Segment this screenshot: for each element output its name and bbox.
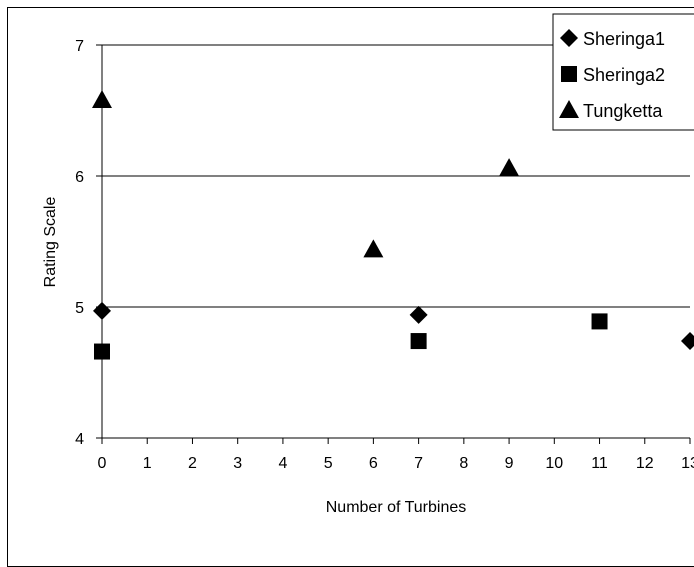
x-tick-label: 6 (369, 455, 378, 472)
legend-label: Sheringa2 (583, 65, 665, 85)
series-Sheringa2 (94, 313, 608, 360)
data-point-square (591, 313, 608, 330)
x-tick-label: 9 (505, 455, 514, 472)
data-point-square (94, 343, 110, 360)
y-tick-labels: 4 5 6 7 (75, 38, 84, 448)
x-tick-label: 3 (233, 455, 242, 472)
x-tick-label: 12 (636, 455, 654, 472)
series-Sheringa1 (93, 301, 694, 351)
data-points (92, 90, 694, 360)
x-tick-label: 0 (98, 455, 107, 472)
data-point-square (410, 333, 427, 350)
data-point-triangle (92, 90, 112, 109)
y-tick-label: 7 (75, 38, 84, 55)
x-tick-label: 13 (681, 455, 694, 472)
y-tick-label: 4 (75, 431, 84, 448)
x-tick-label: 2 (188, 455, 197, 472)
legend-marker-diamond (560, 29, 578, 47)
x-axis-title: Number of Turbines (326, 499, 467, 516)
x-tick-label: 8 (459, 455, 468, 472)
legend-label: Sheringa1 (583, 29, 665, 49)
legend-label: Tungketta (583, 101, 663, 121)
legend-marker-square (561, 66, 577, 82)
x-tick-labels: 012345678910111213 (98, 455, 694, 472)
x-tick-label: 7 (414, 455, 423, 472)
data-point-diamond (93, 301, 111, 320)
y-tick-label: 6 (75, 169, 84, 186)
x-tick-label: 11 (591, 455, 608, 472)
y-axis-title: Rating Scale (42, 197, 59, 288)
data-point-triangle (499, 158, 520, 177)
data-point-triangle (363, 239, 384, 258)
y-tick-label: 5 (75, 300, 84, 317)
x-tick-label: 4 (278, 455, 287, 472)
x-tick-label: 10 (545, 455, 563, 472)
legend: Sheringa1 Sheringa2 Tungketta (552, 13, 694, 131)
legend-marker-triangle (559, 100, 579, 118)
x-tick-label: 5 (324, 455, 333, 472)
data-point-diamond (681, 332, 694, 351)
series-Tungketta (92, 90, 520, 258)
data-point-diamond (409, 305, 428, 324)
x-tick-label: 1 (143, 455, 152, 472)
